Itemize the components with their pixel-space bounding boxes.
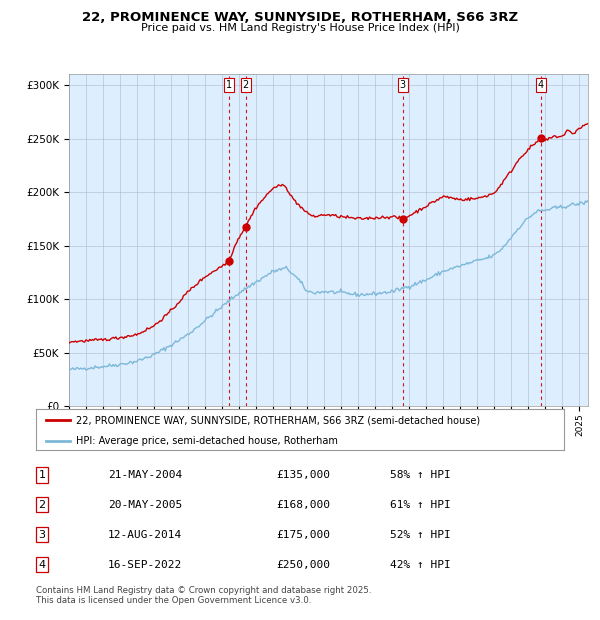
Text: 1: 1 [38, 470, 46, 480]
Text: 42% ↑ HPI: 42% ↑ HPI [390, 560, 451, 570]
Text: 20-MAY-2005: 20-MAY-2005 [108, 500, 182, 510]
Text: 1: 1 [226, 80, 232, 90]
Text: Price paid vs. HM Land Registry's House Price Index (HPI): Price paid vs. HM Land Registry's House … [140, 23, 460, 33]
Text: £135,000: £135,000 [276, 470, 330, 480]
Text: 12-AUG-2014: 12-AUG-2014 [108, 529, 182, 539]
Text: HPI: Average price, semi-detached house, Rotherham: HPI: Average price, semi-detached house,… [76, 436, 337, 446]
Text: 22, PROMINENCE WAY, SUNNYSIDE, ROTHERHAM, S66 3RZ (semi-detached house): 22, PROMINENCE WAY, SUNNYSIDE, ROTHERHAM… [76, 415, 480, 425]
Text: 3: 3 [38, 529, 46, 539]
Text: 4: 4 [538, 80, 544, 90]
Text: 16-SEP-2022: 16-SEP-2022 [108, 560, 182, 570]
Text: 52% ↑ HPI: 52% ↑ HPI [390, 529, 451, 539]
Text: £250,000: £250,000 [276, 560, 330, 570]
Text: £168,000: £168,000 [276, 500, 330, 510]
Text: Contains HM Land Registry data © Crown copyright and database right 2025.
This d: Contains HM Land Registry data © Crown c… [36, 586, 371, 605]
Text: 21-MAY-2004: 21-MAY-2004 [108, 470, 182, 480]
Text: 2: 2 [38, 500, 46, 510]
Text: 3: 3 [400, 80, 406, 90]
Text: 22, PROMINENCE WAY, SUNNYSIDE, ROTHERHAM, S66 3RZ: 22, PROMINENCE WAY, SUNNYSIDE, ROTHERHAM… [82, 11, 518, 24]
Text: 2: 2 [242, 80, 249, 90]
Text: 58% ↑ HPI: 58% ↑ HPI [390, 470, 451, 480]
Text: 4: 4 [38, 560, 46, 570]
Text: £175,000: £175,000 [276, 529, 330, 539]
Text: 61% ↑ HPI: 61% ↑ HPI [390, 500, 451, 510]
